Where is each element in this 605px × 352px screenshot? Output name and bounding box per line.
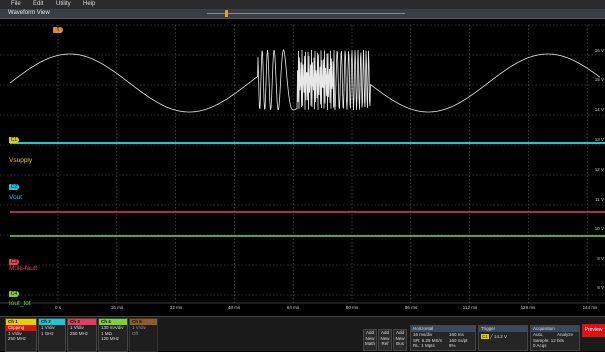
time-tick-label: 48 ms	[227, 305, 241, 310]
horizontal-panel[interactable]: Horizontal 16 ms/div SR: 6.25 MS/s RL: 1…	[410, 325, 476, 351]
ch2-label: Vout	[9, 194, 23, 201]
waveform-view-title: Waveform View	[8, 10, 50, 16]
ch1-badge-title: Ch 1	[6, 319, 36, 325]
button-text: Add	[395, 330, 404, 335]
ch5-state: Off	[132, 330, 138, 336]
rising-edge-icon: ╱	[490, 334, 493, 339]
preview-button[interactable]: Preview	[582, 324, 605, 337]
button-text: New	[365, 335, 375, 341]
ch2-badge[interactable]: Ch 2 1 V/div 1 GHz	[38, 318, 66, 352]
ch3-offset-marker[interactable]: C3	[9, 259, 19, 265]
vsupply-waveform	[9, 49, 601, 113]
ch3-bandwidth: 250 MHz	[70, 330, 89, 336]
waveform-plot[interactable]: T C1 Vsupply C2 Vout C3 Multi-fault C4 I…	[0, 19, 605, 316]
button-text: Add	[365, 330, 374, 335]
add-new-math-button[interactable]: Add New Math	[363, 329, 377, 351]
scale-label: 12 V	[594, 167, 604, 172]
record-length: RL: 1 Mpts	[413, 343, 435, 348]
trigger-level: 14.2 V	[494, 334, 508, 339]
control-bar: Ch 1 Clipping 1 V/div 250 MHz Ch 2 1 V/d…	[0, 316, 605, 352]
time-per-div: 16 ms/div	[413, 332, 433, 337]
time-per-point: 160 ns/pt	[449, 337, 468, 343]
ch1-badge[interactable]: Ch 1 Clipping 1 V/div 250 MHz	[5, 318, 37, 352]
time-tick-label: 0 s	[54, 305, 62, 310]
button-text: New	[395, 335, 405, 341]
ch2-bandwidth: 1 GHz	[41, 330, 54, 336]
scale-label: 15 V	[594, 77, 604, 82]
time-tick-label: 16 ms	[110, 305, 124, 310]
ch4-impedance: 1 MΩ	[101, 330, 112, 336]
ch5-badge-title: Ch 5	[130, 319, 157, 325]
ch2-offset-marker[interactable]: C2	[9, 184, 19, 190]
button-text: Add	[380, 330, 389, 335]
ch1-bandwidth: 250 MHz	[8, 336, 27, 341]
sample-rate: SR: 6.25 MS/s	[413, 337, 443, 343]
ch5-badge[interactable]: Ch 5 1 V/div Off	[129, 318, 158, 352]
scale-label: 16 V	[594, 48, 604, 53]
add-new-bus-button[interactable]: Add New Bus	[393, 329, 407, 351]
ch2-badge-title: Ch 2	[39, 319, 65, 325]
waveform-graticule	[0, 24, 605, 304]
trigger-panel[interactable]: Trigger C1 ╱ 14.2 V	[478, 325, 528, 351]
zoom-navigator-handle[interactable]	[225, 10, 228, 17]
acquisition-count: 0 Acqs	[533, 343, 547, 348]
ch2-scale: 1 V/div	[41, 325, 55, 330]
ch5-scale: 1 V/div	[132, 325, 146, 330]
ch4-scale: 130 mA/div	[101, 325, 124, 330]
time-tick-label: 32 ms	[169, 305, 183, 310]
add-new-ref-button[interactable]: Add New Ref	[378, 329, 392, 351]
scale-label: 13 V	[594, 137, 604, 142]
trigger-position-marker[interactable]: T	[53, 27, 63, 33]
acquisition-mode: Auto,	[533, 332, 544, 337]
button-text: Bus	[396, 341, 404, 346]
trigger-panel-title: Trigger	[479, 326, 527, 332]
button-text: Ref	[381, 341, 389, 346]
scale-label: 8 V	[597, 285, 604, 290]
ch1-scale: 1 V/div	[8, 330, 22, 336]
ch4-offset-marker[interactable]: C4	[9, 291, 19, 297]
time-tick-label: 128 ms	[520, 305, 536, 310]
time-tick-label: 112 ms	[462, 305, 478, 310]
time-tick-label: 144 ms	[582, 305, 598, 310]
menu-help[interactable]: Help	[83, 1, 96, 7]
ch4-badge[interactable]: Ch 4 130 mA/div 1 MΩ 120 MHz	[98, 318, 128, 352]
ch3-badge-title: Ch 3	[68, 319, 96, 325]
acquisition-panel[interactable]: Acquisition Auto, Sample: 12 bits 0 Acqs…	[530, 325, 580, 351]
trigger-source-badge: C1	[481, 334, 489, 339]
waveform-view-titlebar: Waveform View	[0, 9, 605, 19]
scale-label: 9 V	[597, 256, 604, 261]
acquisition-panel-title: Acquisition	[531, 326, 579, 332]
acquisition-resolution: Sample: 12 bits	[533, 337, 565, 343]
scale-label: 11 V	[595, 197, 604, 202]
analyze-mode: Analyze	[557, 332, 574, 337]
ch3-label: Multi-fault	[9, 265, 38, 272]
zoom-navigator-track[interactable]	[207, 13, 405, 14]
record-duration: 160 ms	[449, 332, 464, 337]
button-text: Math	[364, 341, 375, 346]
ch3-badge[interactable]: Ch 3 1 V/div 250 MHz	[67, 318, 97, 352]
trigger-position: 8%	[449, 343, 456, 348]
menu-bar: File Edit Utility Help	[0, 0, 605, 9]
time-tick-label: 64 ms	[286, 305, 300, 310]
ch4-bandwidth: 120 MHz	[101, 336, 120, 341]
horizontal-panel-title: Horizontal	[411, 326, 475, 332]
ch3-scale: 1 V/div	[70, 325, 84, 330]
ch1-offset-marker[interactable]: C1	[9, 137, 19, 143]
clipping-indicator: Clipping	[6, 325, 36, 331]
scale-label: 10 V	[594, 226, 604, 231]
menu-utility[interactable]: Utility	[56, 1, 71, 7]
time-tick-label: 80 ms	[345, 305, 359, 310]
ch4-label: Iout_tot	[9, 300, 31, 307]
time-tick-label: 96 ms	[404, 305, 418, 310]
scale-label: 14 V	[594, 107, 604, 112]
button-text: New	[380, 335, 390, 341]
ch4-badge-title: Ch 4	[99, 319, 127, 325]
menu-edit[interactable]: Edit	[33, 1, 44, 7]
ch1-label: Vsupply	[9, 157, 33, 164]
menu-file[interactable]: File	[11, 1, 21, 7]
